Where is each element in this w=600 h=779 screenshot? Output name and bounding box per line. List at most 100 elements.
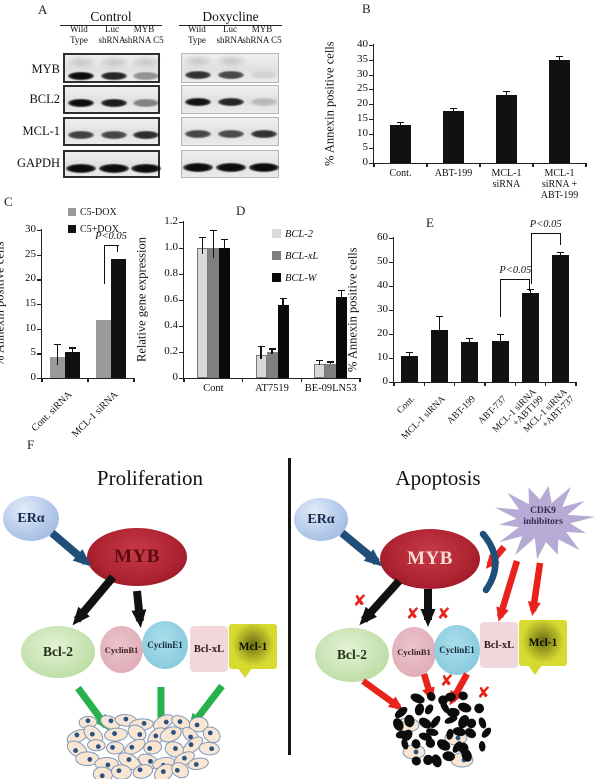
apoptotic-body xyxy=(457,702,472,713)
apoptotic-body xyxy=(446,707,460,718)
y-axis xyxy=(182,221,184,379)
legend-swatch xyxy=(272,251,281,260)
cycline1-node: CyclinE1 xyxy=(434,625,480,675)
apoptotic-body xyxy=(440,700,450,714)
bar xyxy=(336,297,348,378)
error-cap xyxy=(69,347,76,349)
x-tick xyxy=(300,378,302,382)
blot-box xyxy=(181,150,279,178)
chart-panel-d: 0 0.2 0.4 0.6 0.8 1.0 1.2 Cont AT7519 BE-09LN53 Re… xyxy=(135,215,361,394)
blot-band xyxy=(98,163,129,173)
blot-row-label: BCL2 xyxy=(29,92,60,106)
y-tick xyxy=(389,238,393,240)
lane-label: Luc shRNA xyxy=(98,24,126,45)
y-tick-label: 0 xyxy=(382,375,389,387)
mcl1-node: Mcl-1 xyxy=(519,620,567,675)
cell-nucleus xyxy=(207,730,213,736)
error-bar xyxy=(469,338,471,345)
y-tick-label: 5 xyxy=(30,346,37,359)
x-label: Cont. xyxy=(389,168,412,179)
y-tick-label: 40 xyxy=(357,38,368,50)
proliferation-title: Proliferation xyxy=(96,466,204,490)
cell-nucleus xyxy=(74,732,80,738)
apoptotic-body xyxy=(437,739,451,751)
y-tick xyxy=(179,222,183,224)
apoptotic-body xyxy=(401,738,409,750)
blot-band xyxy=(183,162,214,172)
error-cap xyxy=(316,360,324,362)
y-tick xyxy=(369,104,373,106)
apoptotic-body xyxy=(466,718,477,729)
apoptotic-body xyxy=(481,727,492,738)
cell-nucleus xyxy=(108,718,114,724)
apoptotic-body xyxy=(444,692,456,702)
y-tick-label: 25 xyxy=(357,82,368,95)
bcl2-node: Bcl-2 xyxy=(315,628,389,682)
panel-label-d: D xyxy=(236,203,246,218)
healthy-cell xyxy=(171,762,190,779)
y-tick xyxy=(37,230,41,232)
apoptotic-body xyxy=(431,754,442,768)
era-node: ERα xyxy=(294,498,348,541)
y-tick xyxy=(389,358,393,360)
blot-box xyxy=(63,53,160,83)
legend-entry: BCL-W xyxy=(272,273,317,284)
inhibition-arrow xyxy=(527,562,544,616)
bar xyxy=(314,363,326,378)
apoptotic-body xyxy=(424,704,434,715)
apoptotic-body xyxy=(465,728,476,739)
bar xyxy=(196,248,208,378)
error-cap xyxy=(436,316,443,318)
cell-nucleus xyxy=(413,749,419,755)
y-tick xyxy=(389,286,393,288)
y-tick xyxy=(179,326,183,328)
apoptotic-body xyxy=(410,693,425,704)
x-tick xyxy=(479,163,481,167)
y-tick-label: 10 xyxy=(377,351,388,363)
error-cap xyxy=(496,334,504,336)
apoptotic-body xyxy=(442,751,455,762)
cell-nucleus xyxy=(87,757,93,762)
error-bar xyxy=(558,56,561,62)
y-axis xyxy=(40,229,42,379)
chart-panel-c: 0 5 10 15 20 25 30 Cont. siRNA MCL-1 siRNA% Anne… xyxy=(0,207,135,440)
legend-swatch xyxy=(68,225,76,233)
x-tick xyxy=(183,378,185,382)
x-tick xyxy=(41,378,43,382)
x-tick xyxy=(575,382,577,386)
error-bar xyxy=(330,362,332,365)
error-cap xyxy=(220,239,228,241)
lane-label: MYB shRNA C5 xyxy=(242,24,282,45)
panel-divider xyxy=(288,458,291,755)
error-bar xyxy=(399,123,402,126)
cyclinb1-node: CyclinB1 xyxy=(100,626,143,673)
blot-smudge xyxy=(99,57,128,67)
blot-band xyxy=(132,72,159,81)
cell-nucleus xyxy=(194,722,200,728)
y-tick-label: 35 xyxy=(357,52,368,65)
blot-band xyxy=(132,131,159,140)
apoptotic-body xyxy=(461,748,472,762)
blot-smudge xyxy=(131,57,160,67)
apoptotic-body xyxy=(458,714,470,729)
blot-band xyxy=(185,71,212,80)
x-axis xyxy=(372,163,586,165)
blot-band xyxy=(68,72,95,81)
apoptotic-body xyxy=(426,692,436,702)
legend-entry: BCL-2 xyxy=(272,229,313,240)
y-tick-label: 0.8 xyxy=(164,267,178,279)
bar xyxy=(325,363,337,378)
x-label: Cont xyxy=(203,383,224,394)
apoptotic-body xyxy=(426,728,439,736)
cell-nucleus xyxy=(137,767,143,773)
blot-row-label: MYB xyxy=(31,62,60,76)
transcription-arrow xyxy=(72,574,117,626)
x-label: ABT-199 xyxy=(434,168,473,179)
cell-nucleus xyxy=(95,744,101,749)
x-axis xyxy=(182,378,360,380)
error-bar xyxy=(212,231,214,259)
error-bar xyxy=(319,361,321,366)
y-tick-label: 0 xyxy=(30,371,37,383)
y-axis-title: % Annexin positive cells xyxy=(0,241,7,367)
error-bar xyxy=(71,348,74,355)
